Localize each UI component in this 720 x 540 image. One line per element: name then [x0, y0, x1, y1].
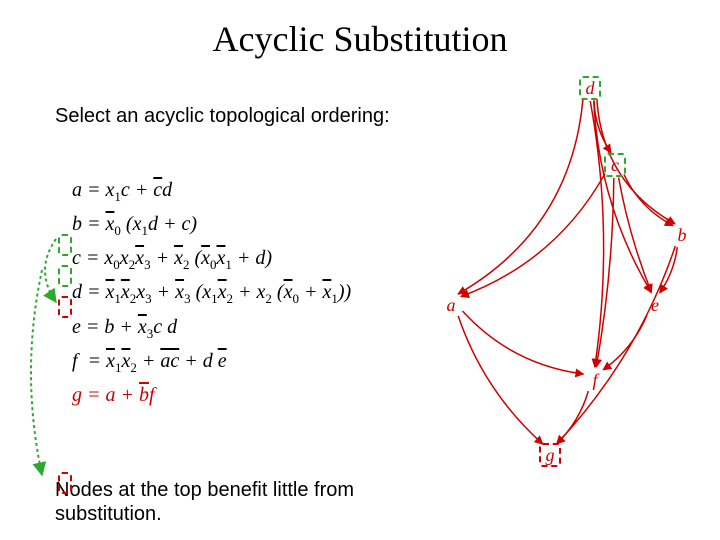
- graph-node-c: c: [603, 153, 627, 177]
- mini-marker: [58, 472, 72, 494]
- mini-marker: [58, 296, 72, 318]
- graph-node-a: a: [439, 293, 463, 317]
- side-arrow: [31, 270, 42, 475]
- graph-node-b: b: [670, 223, 694, 247]
- graph-node-d: d: [578, 76, 602, 100]
- side-arrow: [45, 239, 56, 302]
- graph-node-e: e: [643, 293, 667, 317]
- side-arrows-svg: [0, 0, 720, 540]
- mini-marker: [58, 234, 72, 256]
- graph-node-g: g: [538, 443, 562, 467]
- mini-marker: [58, 265, 72, 287]
- graph-node-f: f: [583, 368, 607, 392]
